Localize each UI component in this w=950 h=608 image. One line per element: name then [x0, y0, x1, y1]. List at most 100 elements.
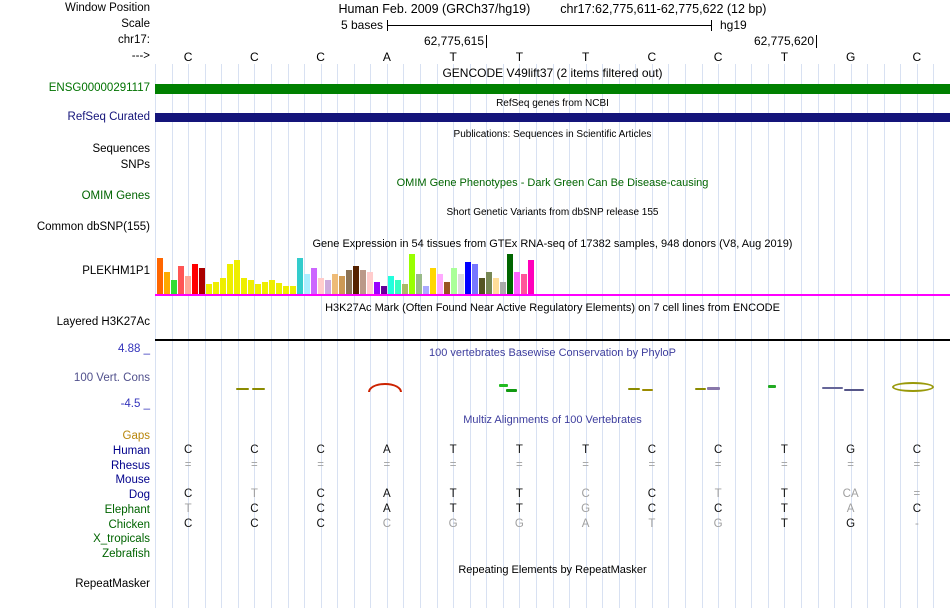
omim-track-label[interactable]: OMIM Genes: [81, 190, 150, 202]
conservation-track-label[interactable]: 100 Vert. Cons: [73, 372, 150, 384]
aligned-base: =: [516, 458, 523, 471]
gtex-tissue-bar[interactable]: [234, 260, 240, 294]
aligned-base: T: [449, 488, 457, 500]
gtex-tissue-bar[interactable]: [367, 272, 373, 294]
aligned-base: =: [648, 458, 656, 471]
gtex-tissue-bar[interactable]: [311, 268, 317, 294]
gtex-tissue-bar[interactable]: [346, 270, 352, 294]
gtex-gene-label[interactable]: PLEKHM1P1: [82, 265, 150, 277]
gtex-tissue-bar[interactable]: [185, 276, 191, 294]
gtex-tissue-bar[interactable]: [493, 278, 499, 294]
dbsnp-track-label[interactable]: Common dbSNP(155): [36, 221, 150, 233]
aligned-base: T: [780, 488, 788, 500]
gtex-tissue-bar[interactable]: [409, 254, 415, 294]
gtex-tissue-bar[interactable]: [500, 282, 506, 294]
species-label-mouse[interactable]: Mouse: [115, 474, 150, 487]
aligned-base: C: [713, 443, 723, 456]
species-label-human[interactable]: Human: [112, 444, 150, 457]
aligned-base: C: [647, 488, 657, 500]
gtex-tissue-bar[interactable]: [374, 282, 380, 294]
species-label-chicken[interactable]: Chicken: [108, 518, 150, 531]
genome-label: hg19: [720, 18, 747, 32]
gtex-tissue-bar[interactable]: [388, 276, 394, 294]
species-label-elephant[interactable]: Elephant: [104, 503, 150, 516]
gtex-tissue-bar[interactable]: [206, 284, 212, 294]
gtex-tissue-bar[interactable]: [423, 286, 429, 294]
species-label-dog[interactable]: Dog: [128, 489, 150, 501]
gtex-tissue-bar[interactable]: [213, 282, 219, 294]
gtex-tissue-bar[interactable]: [178, 266, 184, 294]
gtex-tissue-bar[interactable]: [451, 268, 457, 294]
aligned-base: T: [780, 502, 788, 515]
gtex-tissue-bar[interactable]: [507, 254, 513, 294]
gtex-tissue-bar[interactable]: [528, 260, 534, 294]
gtex-tissue-bar[interactable]: [255, 284, 261, 294]
gtex-tissue-bar[interactable]: [227, 264, 233, 294]
gtex-tissue-bar[interactable]: [360, 270, 366, 294]
gtex-tissue-bar[interactable]: [479, 278, 485, 294]
gtex-tissue-bar[interactable]: [220, 278, 226, 294]
gtex-tissue-bar[interactable]: [192, 264, 198, 294]
gtex-tissue-bar[interactable]: [269, 280, 275, 294]
gtex-tissue-bar[interactable]: [297, 258, 303, 294]
base-letter: T: [581, 50, 590, 64]
align-row-rhesus: = = = = = = = = = = = =: [155, 459, 950, 474]
gtex-track-title: Gene Expression in 54 tissues from GTEx …: [312, 238, 793, 250]
gtex-tissue-bar[interactable]: [325, 280, 331, 294]
gtex-tissue-bar[interactable]: [290, 286, 296, 294]
aligned-base: T: [250, 488, 258, 500]
gtex-tissue-bar[interactable]: [332, 274, 338, 294]
aligned-base: C: [647, 502, 657, 515]
gtex-tissue-bar[interactable]: [171, 280, 177, 294]
publications-snps-label[interactable]: SNPs: [120, 159, 150, 171]
refseq-gene-bar[interactable]: [155, 113, 950, 122]
aligned-base: A: [383, 443, 391, 456]
gtex-tissue-bar[interactable]: [304, 274, 310, 294]
gtex-tissue-bar[interactable]: [444, 282, 450, 294]
gtex-tissue-bar[interactable]: [381, 286, 387, 294]
refseq-item-label[interactable]: RefSeq Curated: [67, 111, 150, 123]
h3k27ac-track-label[interactable]: Layered H3K27Ac: [56, 316, 150, 328]
gtex-tissue-bar[interactable]: [416, 274, 422, 294]
gtex-tissue-bar[interactable]: [465, 262, 471, 294]
strand-label: --->: [131, 50, 150, 62]
species-label-gaps[interactable]: Gaps: [122, 430, 151, 442]
gtex-tissue-bar[interactable]: [514, 272, 520, 294]
species-label-x-tropicals[interactable]: X_tropicals: [93, 533, 150, 546]
species-label-zebrafish[interactable]: Zebrafish: [102, 548, 150, 560]
gtex-tissue-bar[interactable]: [458, 274, 464, 294]
gtex-tissue-bar[interactable]: [430, 268, 436, 294]
publications-sequences-label[interactable]: Sequences: [92, 143, 150, 155]
gtex-tissue-bar[interactable]: [283, 286, 289, 294]
species-label-rhesus[interactable]: Rhesus: [111, 459, 150, 472]
gtex-tissue-bar[interactable]: [318, 278, 324, 294]
aligned-base: C: [250, 502, 259, 515]
gtex-tissue-bar[interactable]: [199, 268, 205, 294]
gencode-gene-bar[interactable]: [155, 84, 950, 94]
gtex-tissue-bar[interactable]: [402, 284, 408, 294]
gtex-tissue-bar[interactable]: [276, 283, 282, 294]
gtex-tissue-bar[interactable]: [262, 282, 268, 294]
gtex-tissue-bar[interactable]: [241, 278, 247, 294]
gtex-tissue-bar[interactable]: [339, 276, 345, 294]
align-row-dog: C T C A T T C C T T CA =: [155, 488, 950, 503]
gtex-tissue-bar[interactable]: [521, 274, 527, 294]
gtex-tissue-bar[interactable]: [472, 264, 478, 294]
gtex-tissue-bar[interactable]: [353, 266, 359, 294]
aligned-base: C: [183, 517, 193, 530]
conservation-mark: [822, 387, 843, 389]
gtex-tissue-bar[interactable]: [437, 274, 443, 294]
gencode-item-label[interactable]: ENSG00000291117: [48, 82, 150, 94]
gtex-expression-barchart[interactable]: [157, 254, 537, 294]
gtex-tissue-bar[interactable]: [395, 280, 401, 294]
gtex-tissue-bar[interactable]: [157, 258, 163, 294]
repeatmasker-track-label[interactable]: RepeatMasker: [75, 578, 150, 590]
gtex-tissue-bar[interactable]: [486, 272, 492, 294]
aligned-base: A: [383, 488, 391, 500]
gtex-tissue-bar[interactable]: [248, 280, 254, 294]
ruler-number-1: 62,775,615: [423, 34, 484, 48]
gtex-tissue-bar[interactable]: [164, 272, 170, 294]
conservation-score-min: -4.5 _: [120, 398, 150, 410]
